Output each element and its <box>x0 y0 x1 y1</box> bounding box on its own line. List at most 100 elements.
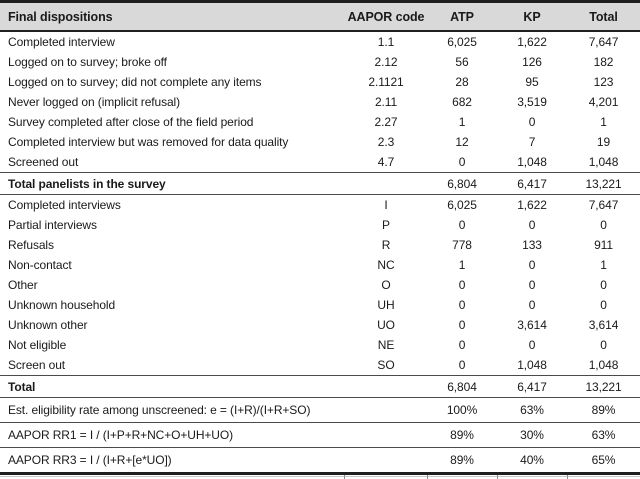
table-row: Other O 0 0 0 <box>0 275 640 295</box>
table-row: Never logged on (implicit refusal) 2.11 68… <box>0 92 640 112</box>
cell-total: 0 <box>600 278 607 292</box>
table-row: Refusals R 778 133 911 <box>0 235 640 255</box>
cell-label: Completed interview but was removed for … <box>8 135 289 149</box>
cell-code: 2.1121 <box>368 75 404 89</box>
cell-kp: 40% <box>497 447 567 474</box>
table-row: Not eligible NE 0 0 0 <box>0 335 640 355</box>
cell-code <box>345 422 427 448</box>
cell-label: Screened out <box>8 155 79 169</box>
cell-label: Unknown other <box>8 318 88 332</box>
cell-code: 2.3 <box>377 135 395 149</box>
cell-code: NC <box>377 258 395 272</box>
cell-atp: 6,804 <box>427 172 497 195</box>
cell-label: Completed interviews <box>8 198 121 212</box>
cell-kp: 3,519 <box>517 95 547 109</box>
cell-label: Unknown household <box>8 298 116 312</box>
cell-code: UH <box>377 298 395 312</box>
column-tick <box>567 475 568 479</box>
cell-kp: 0 <box>528 115 536 129</box>
cell-kp: 1,048 <box>517 358 547 372</box>
cell-label: Refusals <box>8 238 54 252</box>
cell-kp: 1,048 <box>517 155 547 169</box>
cell-kp: 0 <box>528 298 536 312</box>
cell-total: 1,048 <box>588 155 619 169</box>
cell-label: Never logged on (implicit refusal) <box>8 95 181 109</box>
cell-total: 13,221 <box>567 375 640 398</box>
table-row: Completed interview but was removed for … <box>0 132 640 152</box>
table-row: Unknown other UO 0 3,614 3,614 <box>0 315 640 335</box>
cell-label: Other <box>8 278 38 292</box>
cell-total: 3,614 <box>588 318 619 332</box>
cell-total: 1 <box>600 115 607 129</box>
cell-atp: 100% <box>427 397 497 423</box>
cell-kp: 1,622 <box>517 198 547 212</box>
cell-atp: 0 <box>458 218 466 232</box>
cell-total: 911 <box>594 238 613 252</box>
cell-total: 1 <box>600 258 607 272</box>
cell-code: UO <box>377 318 395 332</box>
cell-total: 0 <box>600 218 607 232</box>
table-row: Completed interviews I 6,025 1,622 7,647 <box>0 195 640 216</box>
table-row: Total 6,804 6,417 13,221 <box>0 375 640 398</box>
cell-kp: 1,622 <box>517 35 547 49</box>
header-kp: KP <box>497 1 567 32</box>
cell-atp: 56 <box>455 55 469 69</box>
cell-label: Not eligible <box>8 338 67 352</box>
cell-code <box>345 447 427 474</box>
table-row: Est. eligibility rate among unscreened: … <box>0 397 640 423</box>
cell-label: AAPOR RR1 = I / (I+P+R+NC+O+UH+UO) <box>0 422 345 448</box>
cell-kp: 3,614 <box>517 318 547 332</box>
table-row: Logged on to survey; broke off 2.12 56 126 1… <box>0 52 640 72</box>
cell-atp: 0 <box>458 338 466 352</box>
cell-code: 2.12 <box>374 55 398 69</box>
cell-atp: 778 <box>452 238 472 252</box>
column-tick <box>344 475 345 479</box>
table-row: Screen out SO 0 1,048 1,048 <box>0 355 640 376</box>
cell-total: 89% <box>567 397 640 423</box>
cell-kp: 6,417 <box>497 172 567 195</box>
cell-atp: 89% <box>427 447 497 474</box>
cell-label: Partial interviews <box>8 218 97 232</box>
cell-atp: 1 <box>458 115 466 129</box>
cell-kp: 0 <box>528 258 536 272</box>
table-row: Partial interviews P 0 0 0 <box>0 215 640 235</box>
cell-kp: 95 <box>525 75 539 89</box>
column-tick <box>427 475 428 479</box>
cell-total: 0 <box>600 338 607 352</box>
header-atp: ATP <box>427 1 497 32</box>
cell-code: 4.7 <box>377 155 395 169</box>
cell-total: 4,201 <box>588 95 619 109</box>
table-body: Completed interview 1.1 6,025 1,622 7,647 Log… <box>0 31 640 474</box>
cell-code <box>345 172 427 195</box>
cell-label: Screen out <box>8 358 66 372</box>
table-row: Logged on to survey; did not complete an… <box>0 72 640 92</box>
cell-atp: 0 <box>458 278 466 292</box>
cell-atp: 12 <box>455 135 469 149</box>
cell-code: SO <box>377 358 395 372</box>
header-row: Final dispositions AAPOR code ATP KP Tot… <box>0 1 640 32</box>
cell-total: 19 <box>596 135 611 149</box>
header-final-dispositions: Final dispositions <box>0 1 345 32</box>
cell-atp: 0 <box>458 298 466 312</box>
cell-code: I <box>384 198 388 212</box>
table-row: Non-contact NC 1 0 1 <box>0 255 640 275</box>
cell-atp: 1 <box>458 258 466 272</box>
cell-kp: 0 <box>528 218 536 232</box>
cell-code: O <box>381 278 391 292</box>
cell-label: Est. eligibility rate among unscreened: … <box>0 397 345 423</box>
cell-code <box>345 397 427 423</box>
cell-label: Total <box>0 375 345 398</box>
cell-label: Non-contact <box>8 258 72 272</box>
bottom-edge-artifact <box>0 475 640 479</box>
cell-atp: 0 <box>458 318 466 332</box>
cell-code <box>345 375 427 398</box>
cell-code: 1.1 <box>377 35 395 49</box>
cell-total: 182 <box>593 55 614 69</box>
column-tick <box>497 475 498 479</box>
table-row: Unknown household UH 0 0 0 <box>0 295 640 315</box>
cell-atp: 6,804 <box>427 375 497 398</box>
cell-label: Survey completed after close of the fiel… <box>8 115 254 129</box>
cell-atp: 682 <box>452 95 472 109</box>
table-row: Total panelists in the survey 6,804 6,417 1… <box>0 172 640 195</box>
cell-kp: 133 <box>522 238 542 252</box>
